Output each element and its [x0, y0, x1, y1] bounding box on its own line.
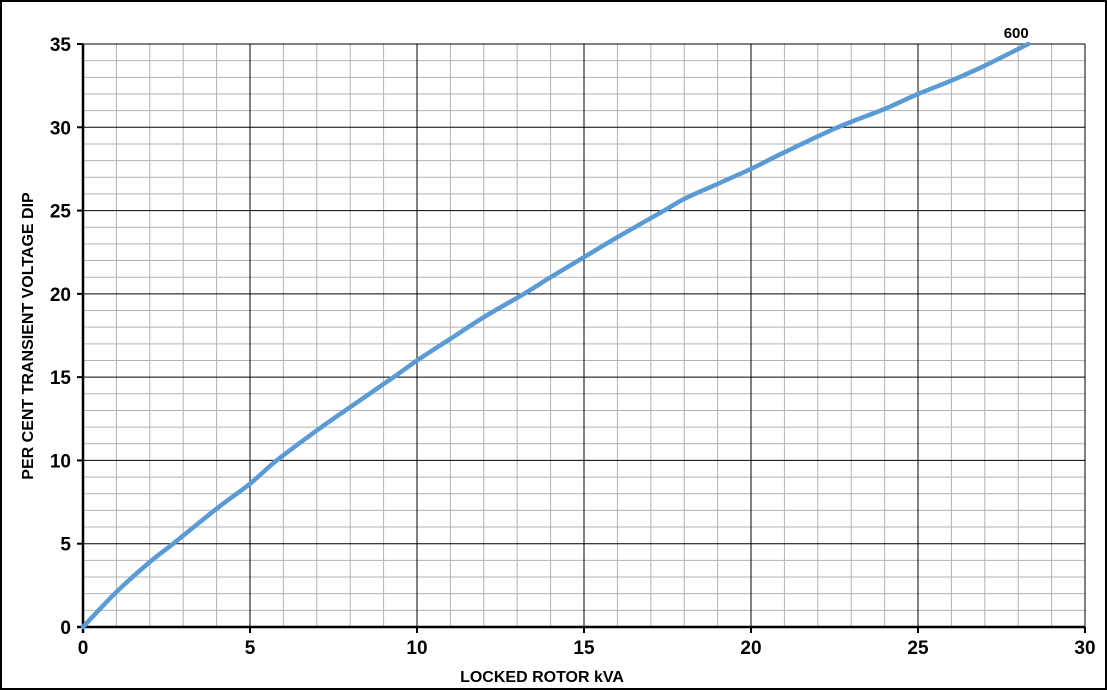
y-tick-label: 0: [60, 618, 71, 639]
y-axis-title: PER CENT TRANSIENT VOLTAGE DIP: [20, 192, 37, 480]
series-layer: [83, 44, 1028, 627]
x-tick-label: 20: [740, 638, 761, 659]
y-tick-label: 35: [50, 35, 72, 56]
x-tick-label: 0: [78, 638, 89, 659]
y-tick-label: 10: [50, 451, 71, 472]
x-tick-label: 30: [1074, 638, 1095, 659]
x-axis-title: LOCKED ROTOR kVA: [460, 669, 624, 686]
curve-end-label: 600: [1004, 25, 1029, 42]
y-tick-label: 15: [50, 368, 72, 389]
plot-axes: [77, 44, 1085, 633]
x-tick-label: 10: [406, 638, 427, 659]
series-line: [83, 44, 1028, 627]
x-tick-label: 5: [245, 638, 256, 659]
y-tick-label: 30: [50, 118, 71, 139]
annotations: 600: [1004, 25, 1029, 42]
tick-labels: 0 5 10 15 20 25 30 0 5 10 15 20 25 30 35: [50, 35, 1096, 659]
y-tick-label: 5: [60, 535, 71, 556]
major-gridlines: [83, 44, 1085, 627]
y-tick-label: 25: [50, 202, 72, 223]
x-tick-label: 25: [907, 638, 929, 659]
y-tick-label: 20: [50, 285, 71, 306]
x-tick-label: 15: [573, 638, 595, 659]
